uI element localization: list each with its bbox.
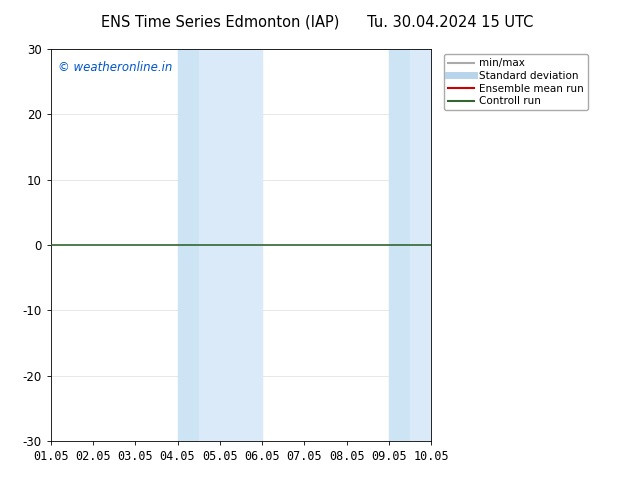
Bar xyxy=(198,49,220,441)
Text: © weatheronline.in: © weatheronline.in xyxy=(58,61,172,74)
Bar xyxy=(410,49,431,441)
Legend: min/max, Standard deviation, Ensemble mean run, Controll run: min/max, Standard deviation, Ensemble me… xyxy=(444,54,588,110)
Bar xyxy=(178,49,198,441)
Text: ENS Time Series Edmonton (IAP)      Tu. 30.04.2024 15 UTC: ENS Time Series Edmonton (IAP) Tu. 30.04… xyxy=(101,15,533,30)
Bar xyxy=(220,49,262,441)
Bar xyxy=(389,49,410,441)
